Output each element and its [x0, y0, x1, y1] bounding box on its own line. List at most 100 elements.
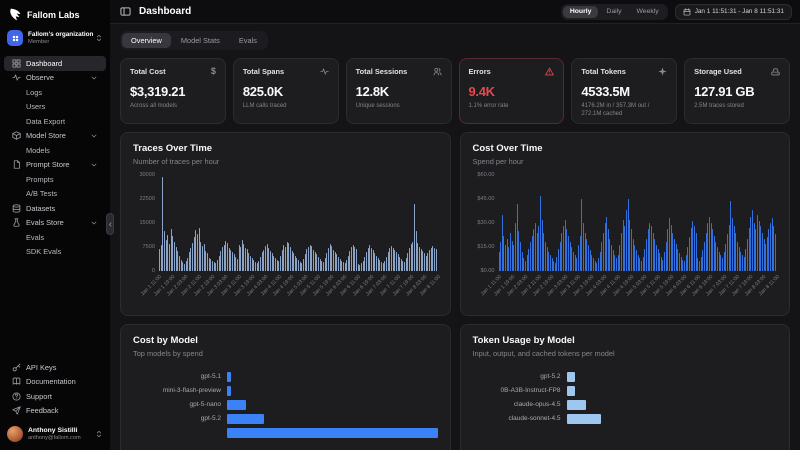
sidebar-item-label: Users [26, 102, 46, 112]
model-bar-row: gpt-5-nano [133, 399, 438, 410]
bar [554, 263, 556, 271]
bar [604, 223, 606, 271]
cost-by-model-card: Cost by Model Top models by spend gpt-5.… [120, 324, 451, 450]
sidebar-collapse-handle[interactable] [106, 213, 114, 235]
date-range-picker[interactable]: Jan 1 11:51:31 - Jan 8 11:51:31 [674, 3, 792, 20]
sidebar-toggle-button[interactable] [120, 6, 131, 17]
y-tick-label: 15000 [139, 220, 155, 226]
bar [230, 250, 231, 271]
sidebar-item-datasets[interactable]: Datasets [4, 201, 106, 216]
bar [294, 255, 296, 271]
y-tick-label: 0 [151, 268, 155, 274]
user-menu[interactable]: Anthony Sistilli anthony@fallom.com [7, 426, 103, 442]
bar [410, 243, 412, 271]
sidebar-item-support[interactable]: Support [4, 389, 106, 404]
range-option-daily[interactable]: Daily [606, 8, 622, 15]
bar [326, 253, 327, 271]
sidebar-item-label: Prompt Store [26, 160, 70, 170]
model-label: gpt-5.2 [200, 415, 221, 422]
sidebar-item-users[interactable]: Users [4, 100, 106, 115]
bar [642, 256, 644, 271]
bar [751, 210, 753, 271]
traces-bars [159, 175, 438, 271]
bar [753, 223, 755, 271]
bar [407, 253, 409, 271]
sidebar-item-sdk-evals[interactable]: SDK Evals [4, 245, 106, 260]
bar [498, 251, 500, 271]
sidebar-item-label: Evals Store [26, 218, 64, 228]
bar [286, 241, 288, 271]
bar [622, 219, 624, 271]
sidebar-item-label: Dashboard [26, 58, 63, 68]
bar [657, 248, 659, 271]
bar [737, 242, 738, 271]
sidebar-item-observe[interactable]: Observe [4, 71, 106, 86]
x-axis: Jan 1 11:00 Jan 1 19:00 Jan 2 03:00 Jan 2 1… [480, 273, 781, 301]
bar [677, 248, 679, 271]
brand[interactable]: Fallom Labs [0, 8, 110, 30]
bar [364, 256, 366, 271]
bar [384, 260, 385, 271]
y-tick-label: 30000 [139, 172, 155, 178]
bar [520, 242, 521, 271]
sidebar-item-prompts[interactable]: Prompts [4, 172, 106, 187]
tab-evals[interactable]: Evals [238, 36, 257, 45]
user-email: anthony@fallom.com [28, 435, 81, 441]
tab-overview[interactable]: Overview [122, 33, 171, 48]
stat-title: Errors [468, 67, 491, 76]
chevron-down-icon [90, 74, 98, 82]
bar [571, 247, 573, 271]
bar [763, 239, 765, 271]
sidebar-item-data-export[interactable]: Data Export [4, 114, 106, 129]
bar [334, 252, 336, 271]
bar [637, 255, 639, 271]
bar [258, 260, 260, 271]
range-option-weekly[interactable]: Weekly [636, 8, 659, 15]
bar [619, 245, 621, 271]
bar [526, 255, 528, 271]
bar [549, 255, 551, 271]
bar [341, 260, 342, 271]
sidebar-item-model-store[interactable]: Model Store [4, 129, 106, 144]
sidebar-item-label: SDK Evals [26, 247, 62, 257]
bar [640, 261, 642, 271]
bar [227, 385, 231, 396]
tab-model-stats[interactable]: Model Stats [180, 36, 220, 45]
bar [690, 227, 692, 271]
org-avatar [7, 30, 23, 46]
sidebar-item-logs[interactable]: Logs [4, 85, 106, 100]
bar [276, 259, 278, 271]
range-option-hourly[interactable]: Hourly [562, 5, 599, 18]
sidebar-item-a-b-tests[interactable]: A/B Tests [4, 187, 106, 202]
bar [265, 246, 266, 271]
bar [587, 245, 589, 271]
bar [380, 262, 382, 271]
bar [308, 247, 309, 271]
sidebar-item-evals-store[interactable]: Evals Store [4, 216, 106, 231]
org-switcher[interactable]: Fallom's organization Member [7, 30, 103, 46]
sidebar-item-dashboard[interactable]: Dashboard [4, 56, 106, 71]
bar [433, 247, 435, 271]
sidebar-item-api-keys[interactable]: API Keys [4, 360, 106, 375]
bar [659, 253, 660, 271]
falcon-logo-icon [9, 8, 22, 21]
sidebar-item-evals[interactable]: Evals [4, 230, 106, 245]
stat-card-total-sessions: Total Sessions 12.8K Unique sessions [345, 58, 452, 124]
bar [578, 245, 579, 271]
stat-title: Total Tokens [581, 67, 626, 76]
sidebar-item-documentation[interactable]: Documentation [4, 375, 106, 390]
bar [425, 255, 427, 271]
y-tick-label: 7500 [142, 244, 155, 250]
sidebar-item-models[interactable]: Models [4, 143, 106, 158]
bar [357, 263, 359, 271]
bar [178, 255, 180, 271]
bar [566, 413, 601, 424]
sidebar-item-feedback[interactable]: Feedback [4, 404, 106, 419]
bar [655, 245, 657, 271]
bar [180, 259, 182, 271]
bar [337, 256, 339, 271]
stat-value: $3,319.21 [130, 84, 186, 99]
bar [182, 262, 183, 271]
sidebar-item-prompt-store[interactable]: Prompt Store [4, 158, 106, 173]
bar [313, 250, 314, 271]
